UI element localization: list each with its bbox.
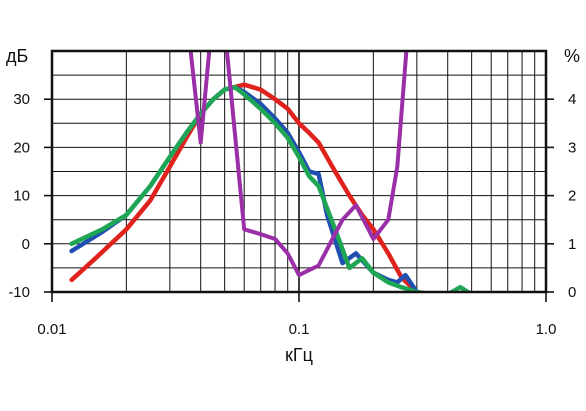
y-axis-left-label: дБ: [6, 46, 28, 66]
y-right-tick-label: 3: [568, 139, 576, 156]
y-right-tick-label: 2: [568, 188, 576, 205]
x-tick-label: 0.01: [37, 321, 66, 338]
tick-labels: 0.01 0.1 1.0 -10 0 10 20 30 0 1 2 3 4: [8, 91, 576, 338]
y-left-tick-label: -10: [8, 284, 30, 301]
y-axis-right-label: %: [564, 46, 580, 66]
series-line-2: [69, 82, 420, 292]
series-line-3: [69, 84, 473, 292]
y-left-tick-label: 20: [13, 139, 30, 156]
grid: [52, 51, 546, 292]
y-right-tick-label: 1: [568, 236, 576, 253]
series-group: [69, 51, 473, 292]
x-axis-label: кГц: [285, 345, 313, 365]
y-right-tick-label: 4: [568, 91, 576, 108]
y-left-tick-label: 30: [13, 91, 30, 108]
y-left-tick-label: 10: [13, 188, 30, 205]
x-tick-label: 1.0: [536, 321, 557, 338]
series-line-4: [188, 51, 409, 278]
series-lines: [69, 51, 473, 292]
y-right-tick-label: 0: [568, 284, 576, 301]
x-tick-label: 0.1: [289, 321, 310, 338]
y-left-tick-label: 0: [22, 236, 30, 253]
